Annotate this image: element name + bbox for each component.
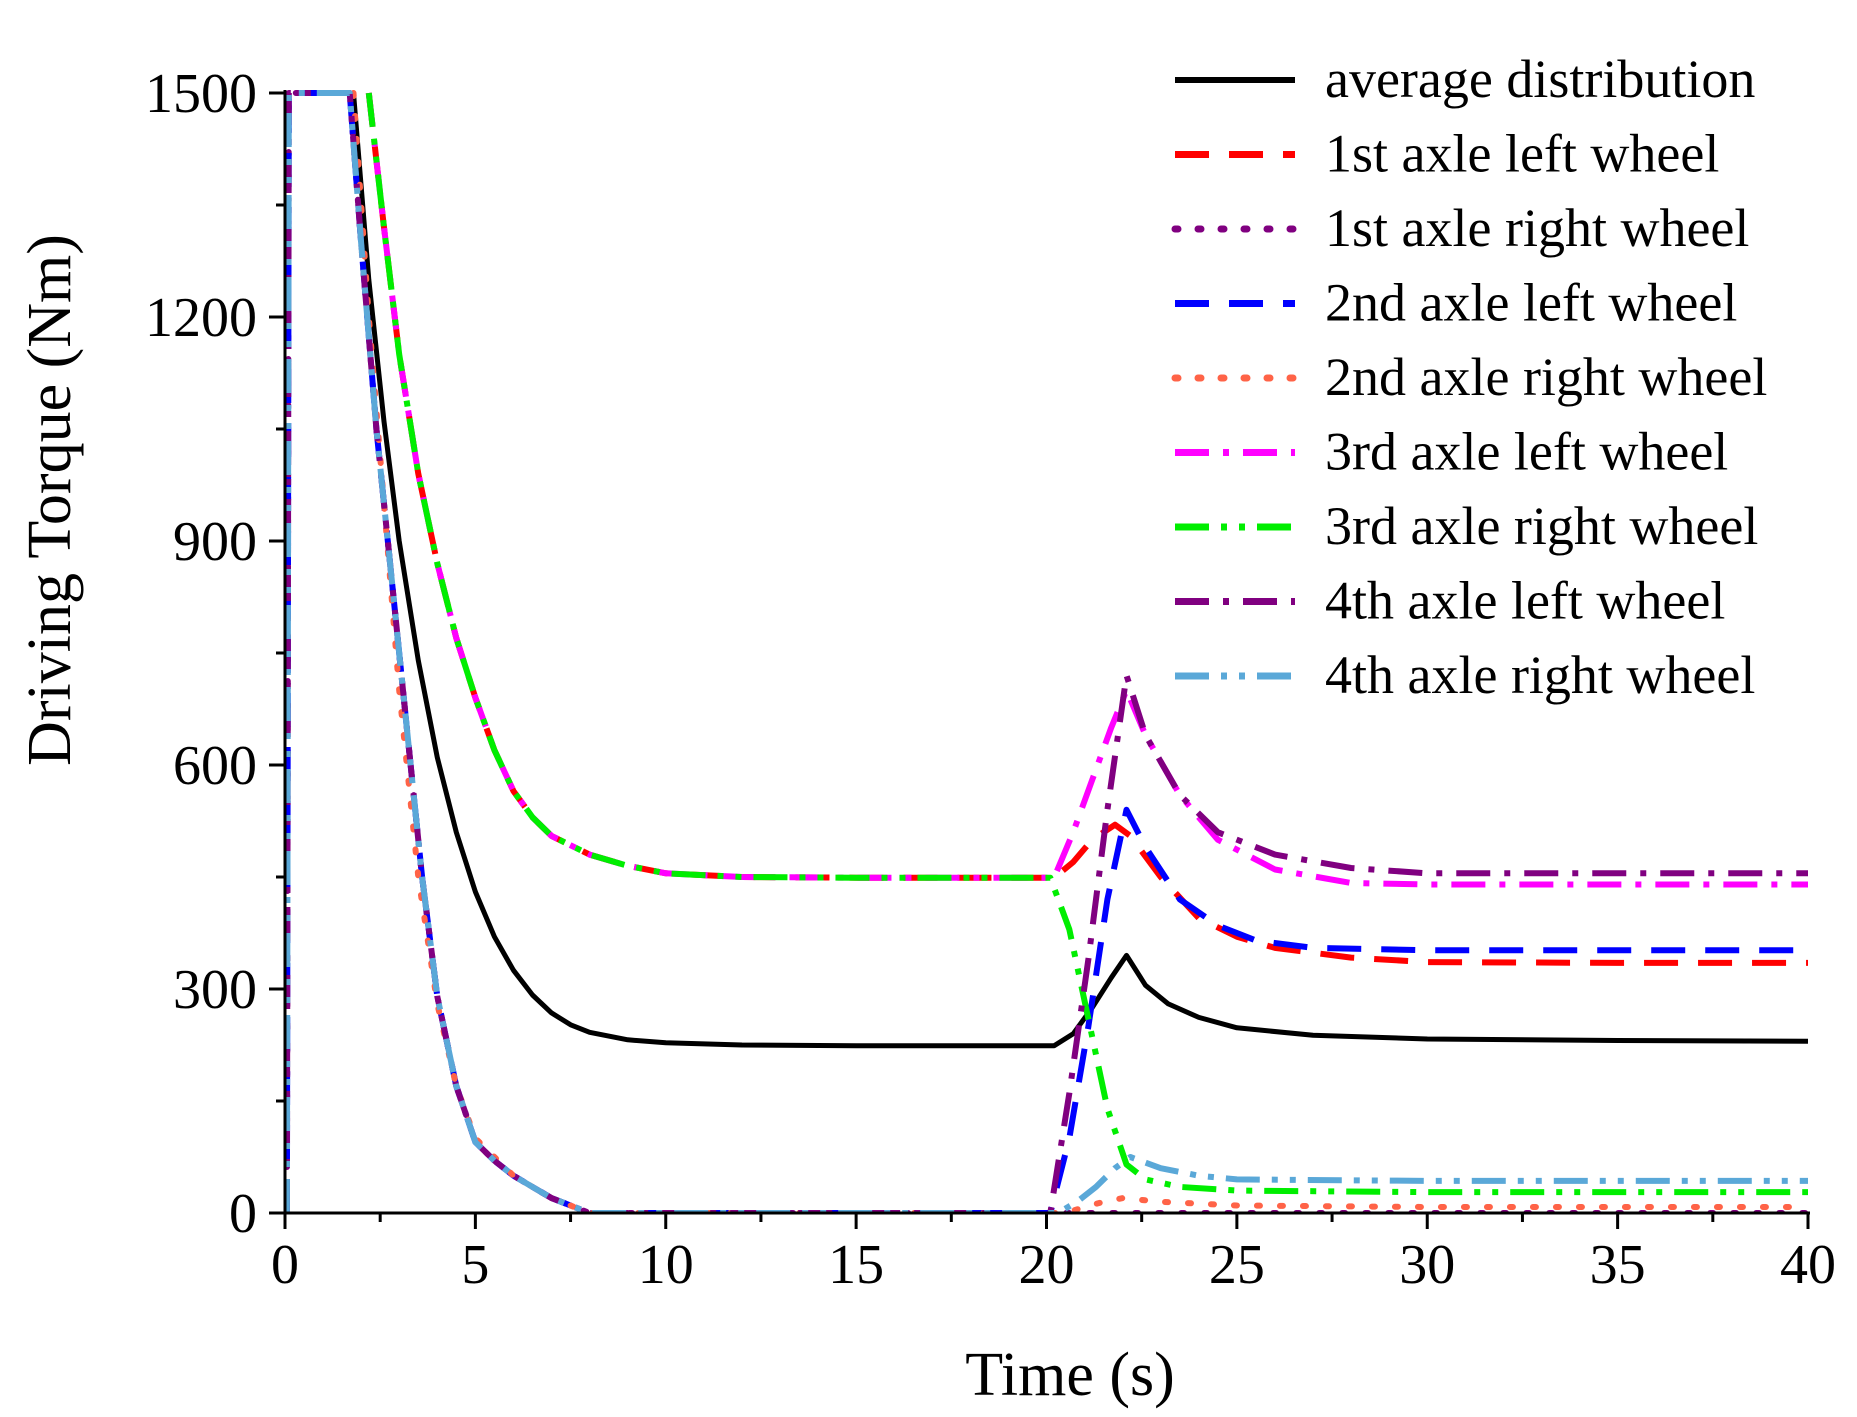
legend-label-2: 1st axle left wheel	[1325, 124, 1719, 184]
ticks-layer: 0 5 10 15 20 25 30 35 40 0 300 600 900 1200 1500	[145, 63, 1836, 1296]
legend-label-7: 3rd axle right wheel	[1325, 496, 1758, 556]
y-tick-label: 1200	[145, 287, 257, 349]
legend-label-4: 2nd axle left wheel	[1325, 273, 1737, 333]
x-tick-label: 0	[271, 1234, 299, 1296]
x-tick-label: 25	[1209, 1234, 1265, 1296]
y-axis-title: Driving Torque (Nm)	[16, 234, 84, 766]
series-line-6	[365, 92, 1808, 888]
y-tick-label: 900	[173, 511, 257, 573]
legend-label-9: 4th axle right wheel	[1325, 645, 1755, 705]
legend-label-8: 4th axle left wheel	[1325, 571, 1725, 631]
y-tick-label: 600	[173, 735, 257, 797]
series-layer	[285, 90, 1808, 1213]
x-tick-label: 30	[1399, 1234, 1455, 1296]
series-line-7	[365, 92, 1808, 1196]
x-tick-label: 5	[461, 1234, 489, 1296]
legend-label-3: 1st axle right wheel	[1325, 198, 1749, 258]
x-tick-label: 20	[1019, 1234, 1075, 1296]
x-tick-label: 35	[1590, 1234, 1646, 1296]
x-tick-label: 40	[1780, 1234, 1836, 1296]
legend: average distribution 1st axle left wheel 1…	[1171, 49, 1767, 705]
x-axis-title: Time (s)	[965, 1341, 1175, 1409]
series-line-8	[285, 90, 1808, 1213]
legend-label-6: 3rd axle left wheel	[1325, 422, 1728, 482]
x-tick-label: 15	[828, 1234, 884, 1296]
legend-label-5: 2nd axle right wheel	[1325, 347, 1767, 407]
series-line-9	[285, 90, 1808, 1213]
series-line-1	[351, 92, 1808, 1049]
x-tick-label: 10	[638, 1234, 694, 1296]
y-tick-label: 300	[173, 959, 257, 1021]
y-tick-label: 1500	[145, 63, 257, 125]
series-line-5	[350, 90, 1808, 1213]
legend-label-1: average distribution	[1325, 49, 1755, 109]
y-tick-label: 0	[229, 1183, 257, 1245]
